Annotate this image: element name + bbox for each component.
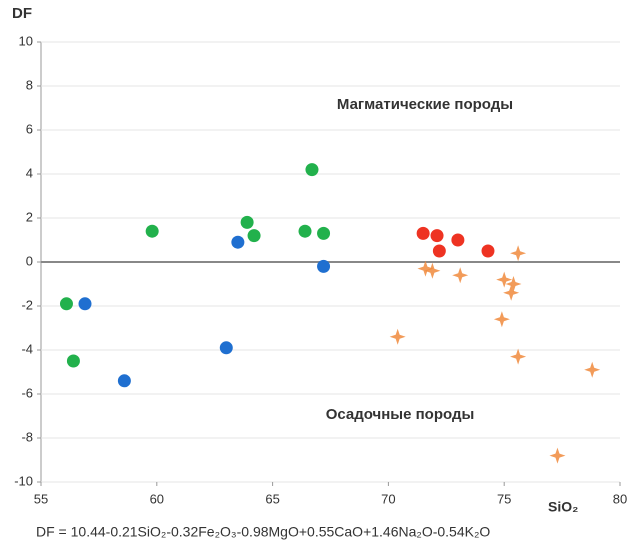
point <box>493 311 510 328</box>
point <box>584 361 601 378</box>
point <box>247 229 261 243</box>
y-tick-label: 8 <box>26 77 33 92</box>
point <box>451 233 465 247</box>
annotation: Осадочные породы <box>326 406 475 423</box>
x-tick-label: 80 <box>613 491 627 506</box>
point <box>505 276 522 292</box>
y-tick-label: -6 <box>21 385 33 400</box>
point <box>117 374 131 388</box>
y-tick-label: 10 <box>19 33 33 48</box>
point <box>317 259 331 273</box>
point <box>549 447 566 464</box>
x-tick-label: 65 <box>265 491 279 506</box>
point <box>298 224 312 238</box>
point <box>417 260 434 277</box>
y-tick-label: 4 <box>26 165 33 180</box>
y-tick-label: -10 <box>14 473 33 488</box>
point <box>219 341 233 355</box>
point <box>66 354 80 368</box>
point <box>145 224 159 238</box>
point <box>510 245 527 262</box>
point <box>510 348 527 365</box>
x-tick-label: 55 <box>34 491 48 506</box>
formula: DF = 10.44-0.21SiO₂-0.32Fe₂O₃-0.98MgO+0.… <box>36 524 490 540</box>
y-axis-label: DF <box>12 5 32 22</box>
point <box>317 226 331 240</box>
point <box>416 226 430 240</box>
y-tick-label: -2 <box>21 297 33 312</box>
point <box>389 328 406 345</box>
x-tick-label: 70 <box>381 491 395 506</box>
y-tick-label: -8 <box>21 429 33 444</box>
x-tick-label: 75 <box>497 491 511 506</box>
y-tick-label: 6 <box>26 121 33 136</box>
x-axis-label: SiO₂ <box>548 499 578 515</box>
x-tick-label: 60 <box>150 491 164 506</box>
point <box>432 244 446 258</box>
point <box>78 297 92 311</box>
point <box>231 235 245 249</box>
point <box>496 271 513 288</box>
y-tick-label: -4 <box>21 341 33 356</box>
annotation: Магматические породы <box>337 96 513 113</box>
point <box>503 284 520 301</box>
point <box>452 267 469 284</box>
point <box>240 215 254 229</box>
y-tick-label: 2 <box>26 209 33 224</box>
point <box>481 244 495 258</box>
y-tick-label: 0 <box>26 253 33 268</box>
point <box>305 163 319 177</box>
point <box>424 262 441 279</box>
point <box>430 229 444 243</box>
point <box>59 297 73 311</box>
